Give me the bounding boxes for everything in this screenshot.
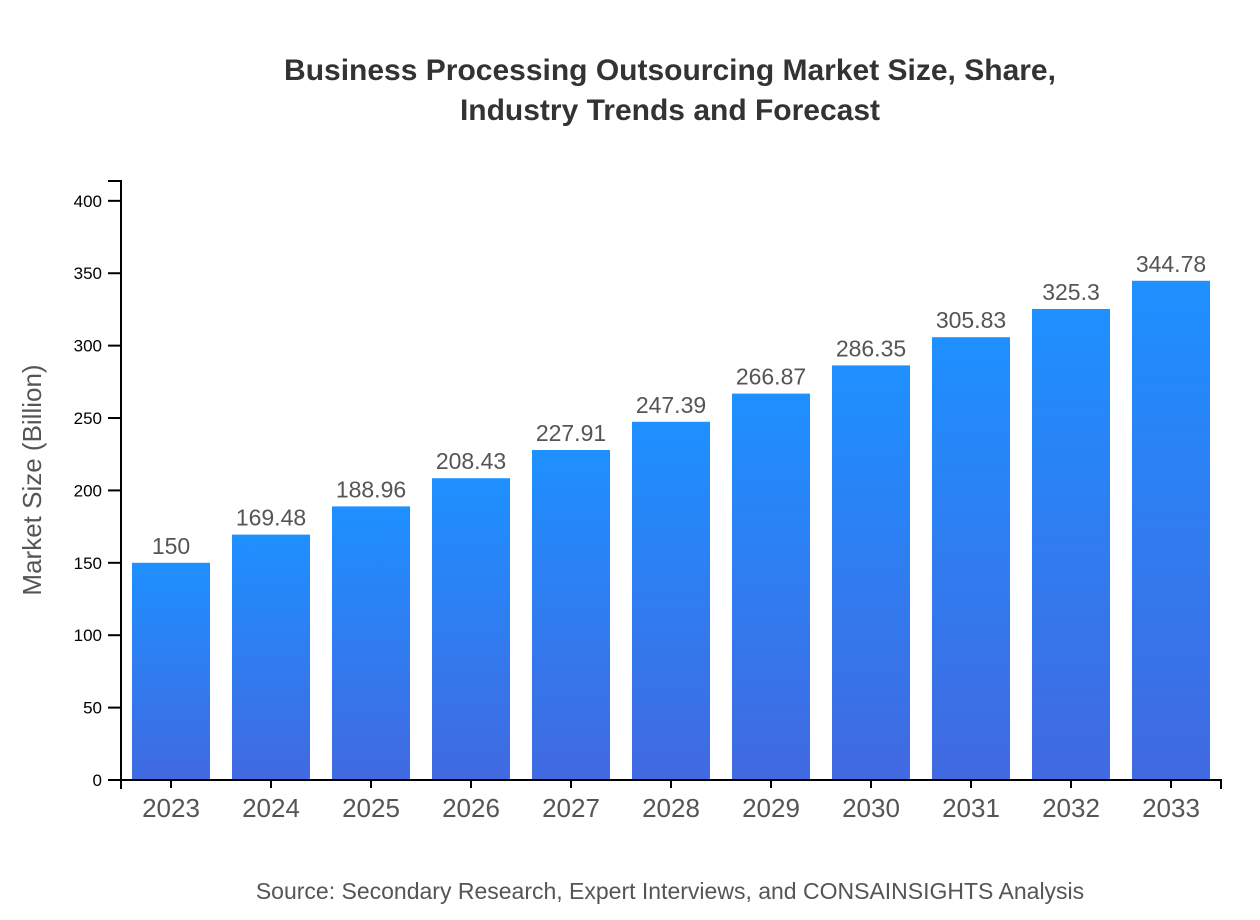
data-label-2030: 286.35 [836, 335, 906, 361]
data-label-2027: 227.91 [536, 420, 606, 446]
y-tick-label: 200 [74, 481, 102, 500]
x-tick-label: 2028 [642, 793, 700, 823]
bar-2024 [232, 534, 310, 780]
y-tick-label: 400 [74, 192, 102, 211]
y-tick-label: 100 [74, 626, 102, 645]
data-label-2025: 188.96 [336, 476, 406, 502]
source-note: Source: Secondary Research, Expert Inter… [256, 878, 1084, 904]
x-axis: 2023 2024 2025 2026 2027 2028 2029 2030 2031 2032… [120, 779, 1222, 823]
bar-2026 [432, 478, 510, 780]
bar-2027 [532, 450, 610, 780]
x-tick-label: 2032 [1042, 793, 1100, 823]
y-tick-label: 350 [74, 264, 102, 283]
bar-2028 [632, 421, 710, 780]
x-tick-label: 2024 [242, 793, 300, 823]
y-axis: 0 50 100 150 200 250 300 350 400 [74, 180, 122, 790]
bar-2031 [932, 337, 1010, 780]
data-label-2023: 150 [152, 533, 190, 559]
chart-title-line-1: Business Processing Outsourcing Market S… [284, 54, 1056, 87]
data-label-2033: 344.78 [1136, 251, 1206, 277]
x-tick-label: 2027 [542, 793, 600, 823]
bar-2029 [732, 393, 810, 780]
y-tick-label: 250 [74, 409, 102, 428]
data-label-2031: 305.83 [936, 307, 1006, 333]
x-axis-line [120, 779, 1222, 789]
data-label-2029: 266.87 [736, 364, 806, 390]
x-tick-label: 2030 [842, 793, 900, 823]
x-tick-label: 2031 [942, 793, 1000, 823]
y-tick-label: 0 [93, 771, 102, 790]
y-axis-label: Market Size (Billion) [17, 364, 47, 595]
y-axis-line [108, 180, 122, 781]
bar-2033 [1132, 280, 1210, 780]
y-tick-label: 50 [83, 699, 102, 718]
data-label-2024: 169.48 [236, 505, 306, 531]
data-label-2028: 247.39 [636, 392, 706, 418]
x-tick-label: 2025 [342, 793, 400, 823]
bar-2025 [332, 506, 410, 780]
bar-2023 [132, 562, 210, 780]
chart-title-line-2: Industry Trends and Forecast [460, 94, 880, 127]
bar-2032 [1032, 308, 1110, 780]
bar-2030 [832, 365, 910, 780]
x-tick-label: 2023 [142, 793, 200, 823]
x-tick-label: 2029 [742, 793, 800, 823]
x-tick-label: 2026 [442, 793, 500, 823]
x-tick-label: 2033 [1142, 793, 1200, 823]
data-label-2026: 208.43 [436, 448, 506, 474]
y-tick-label: 150 [74, 554, 102, 573]
data-label-2032: 325.3 [1042, 279, 1100, 305]
y-tick-label: 300 [74, 337, 102, 356]
